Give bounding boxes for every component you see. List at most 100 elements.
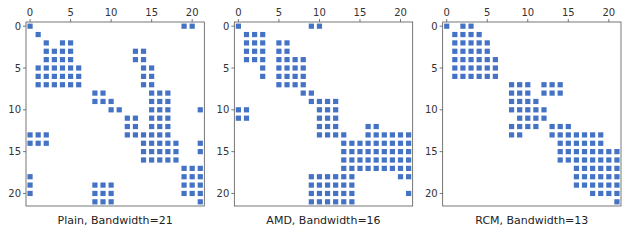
point xyxy=(133,124,138,129)
point xyxy=(141,57,146,62)
point xyxy=(190,24,195,29)
point xyxy=(341,157,346,162)
x-tick-label: 0 xyxy=(444,7,450,18)
chart-container: 0510152005101520Plain, Bandwidth=2105101… xyxy=(0,0,629,234)
point xyxy=(485,65,490,70)
plot-background xyxy=(443,22,621,206)
point xyxy=(27,24,32,29)
x-tick-label: 15 xyxy=(145,7,158,18)
point xyxy=(541,107,546,112)
point xyxy=(558,82,563,87)
point xyxy=(574,182,579,187)
point xyxy=(606,157,611,162)
point xyxy=(333,191,338,196)
point xyxy=(374,157,379,162)
point xyxy=(149,99,154,104)
point xyxy=(149,124,154,129)
point xyxy=(598,141,603,146)
point xyxy=(582,149,587,154)
point xyxy=(509,82,514,87)
point xyxy=(173,157,178,162)
point xyxy=(509,90,514,95)
marks xyxy=(444,24,619,205)
point xyxy=(349,182,354,187)
point xyxy=(301,57,306,62)
point xyxy=(149,82,154,87)
point xyxy=(333,182,338,187)
point xyxy=(157,116,162,121)
point xyxy=(558,124,563,129)
point xyxy=(398,174,403,179)
point xyxy=(477,74,482,79)
point xyxy=(317,116,322,121)
point xyxy=(614,149,619,154)
panel: 0510152005101520RCM, Bandwidth=13 xyxy=(425,7,621,227)
point xyxy=(284,40,289,45)
point xyxy=(244,32,249,37)
point xyxy=(349,199,354,204)
point xyxy=(357,149,362,154)
point xyxy=(109,99,114,104)
point xyxy=(558,149,563,154)
point xyxy=(598,174,603,179)
point xyxy=(590,166,595,171)
x-tick xyxy=(319,19,320,22)
point xyxy=(309,174,314,179)
point xyxy=(468,24,473,29)
point xyxy=(558,90,563,95)
x-tick-label: 20 xyxy=(602,7,615,18)
point xyxy=(582,141,587,146)
point xyxy=(365,132,370,137)
point xyxy=(27,182,32,187)
y-tick-label: 0 xyxy=(223,21,229,32)
point xyxy=(590,132,595,137)
point xyxy=(525,90,530,95)
y-tick xyxy=(231,151,234,152)
point xyxy=(301,65,306,70)
point xyxy=(549,124,554,129)
point xyxy=(181,166,186,171)
x-tick-label: 20 xyxy=(186,7,199,18)
point xyxy=(276,82,281,87)
point xyxy=(52,49,57,54)
point xyxy=(68,65,73,70)
point xyxy=(452,40,457,45)
point xyxy=(493,74,498,79)
point xyxy=(517,116,522,121)
point xyxy=(36,74,41,79)
point xyxy=(598,157,603,162)
point xyxy=(260,40,265,45)
x-tick xyxy=(192,19,193,22)
point xyxy=(390,141,395,146)
point xyxy=(566,141,571,146)
point xyxy=(52,65,57,70)
point xyxy=(582,182,587,187)
y-tick xyxy=(23,193,26,194)
point xyxy=(260,49,265,54)
point xyxy=(260,57,265,62)
x-tick-label: 20 xyxy=(394,7,407,18)
point xyxy=(133,132,138,137)
point xyxy=(452,65,457,70)
point xyxy=(398,166,403,171)
point xyxy=(190,166,195,171)
plot-frame xyxy=(443,22,621,206)
point xyxy=(149,132,154,137)
point xyxy=(149,74,154,79)
y-tick-label: 15 xyxy=(8,146,21,157)
point xyxy=(549,90,554,95)
point xyxy=(36,132,41,137)
point xyxy=(276,40,281,45)
point xyxy=(333,107,338,112)
point xyxy=(598,132,603,137)
x-tick-label: 10 xyxy=(521,7,534,18)
point xyxy=(109,199,114,204)
point xyxy=(149,116,154,121)
point xyxy=(390,157,395,162)
point xyxy=(598,182,603,187)
point xyxy=(68,74,73,79)
point xyxy=(341,132,346,137)
point xyxy=(68,40,73,45)
point xyxy=(244,49,249,54)
y-tick-label: 20 xyxy=(425,188,438,199)
